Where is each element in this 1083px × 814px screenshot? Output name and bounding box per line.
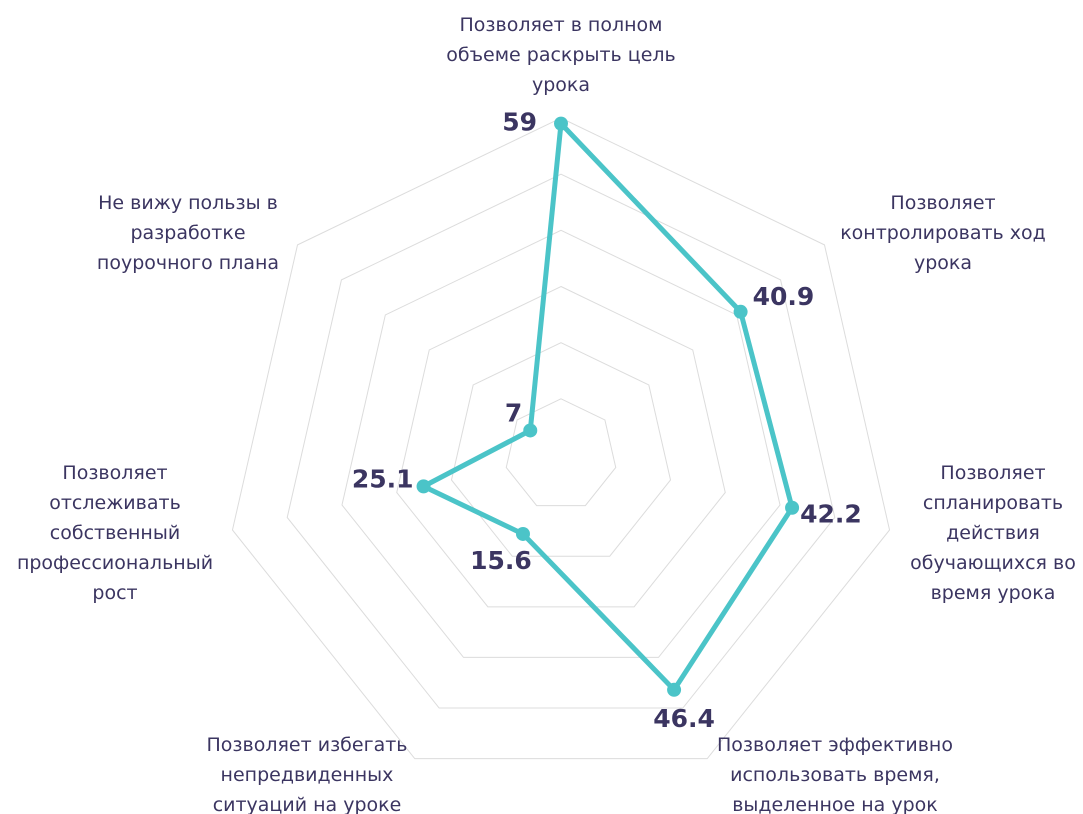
value-label: 40.9	[753, 282, 815, 311]
data-point	[785, 500, 800, 515]
grid-ring	[341, 229, 781, 658]
data-point	[515, 526, 530, 541]
category-label: Позволяет отслеживать собственный профес…	[16, 462, 214, 604]
data-point	[554, 116, 568, 131]
value-label: 7	[505, 398, 522, 427]
grid-ring	[396, 285, 726, 608]
category-label: Позволяет избегать непредвиденных ситуац…	[206, 734, 408, 814]
data-point	[523, 423, 538, 438]
category-label: Не вижу пользы в разработке поурочного п…	[96, 192, 280, 274]
data-line	[421, 121, 795, 693]
category-label: Позволяет в полном объеме раскрыть цель …	[446, 14, 676, 96]
grid-ring	[286, 173, 836, 709]
grid-ring	[231, 117, 891, 760]
value-label: 15.6	[470, 546, 532, 575]
data-point	[733, 304, 748, 319]
value-label: 25.1	[352, 464, 414, 493]
grid-ring	[450, 342, 672, 557]
category-label: Позволяет эффективно использовать время,…	[717, 734, 953, 814]
value-label: 59	[502, 108, 537, 137]
data-point	[416, 479, 431, 494]
grid-ring	[505, 398, 617, 507]
value-label: 42.2	[800, 500, 862, 529]
category-label: Позволяет спланировать действия обучающи…	[910, 462, 1076, 604]
data-point	[667, 682, 682, 697]
category-label: Позволяет контролировать ход урока	[840, 192, 1046, 274]
value-label: 46.4	[653, 704, 715, 733]
